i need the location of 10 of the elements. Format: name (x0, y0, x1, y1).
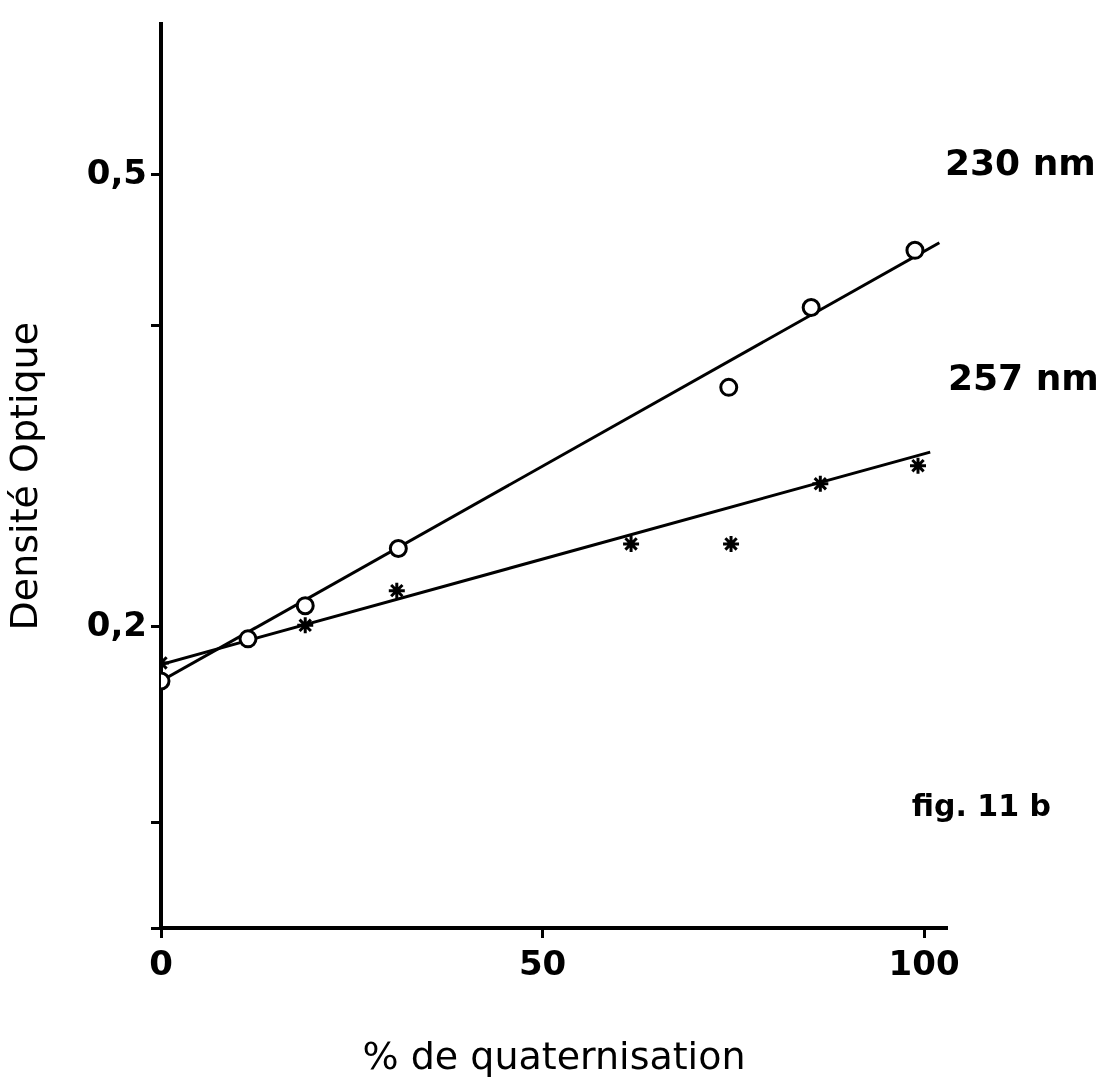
series-label: 257 nm (948, 357, 1099, 399)
x-tick-label: 0 (149, 943, 173, 984)
annotation: fig. 11 b (911, 787, 1051, 823)
y-tick-label: 0,5 (86, 151, 147, 192)
x-tick-label: 100 (888, 943, 960, 984)
y-axis-title: Densité Optique (1, 321, 46, 631)
x-tick-label: 50 (518, 943, 567, 984)
x-axis-title: % de quaternisation (362, 1034, 746, 1079)
y-tick-label: 0,2 (86, 603, 147, 644)
series-label: 230 nm (944, 141, 1096, 183)
